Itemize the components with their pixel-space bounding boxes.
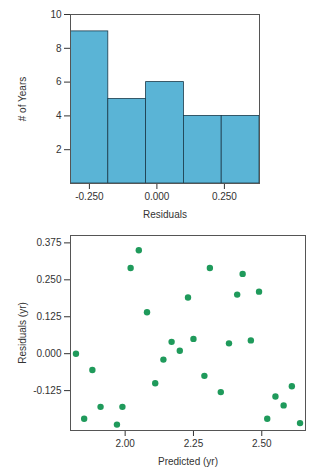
svg-text:# of Years: # of Years [17,77,28,121]
svg-text:0.125: 0.125 [36,311,61,322]
svg-text:0.000: 0.000 [36,348,61,359]
svg-text:0.375: 0.375 [36,237,61,248]
svg-text:-0.125: -0.125 [33,385,62,396]
svg-text:2: 2 [56,144,62,155]
svg-text:Predicted (yr): Predicted (yr) [158,456,218,467]
svg-text:6: 6 [56,76,62,87]
svg-text:8: 8 [56,43,62,54]
svg-text:2.00: 2.00 [115,438,135,449]
svg-text:-0.250: -0.250 [75,191,104,202]
svg-text:0.250: 0.250 [212,191,237,202]
svg-text:10: 10 [50,9,62,20]
svg-text:0.000: 0.000 [144,191,169,202]
svg-text:2.50: 2.50 [252,438,272,449]
svg-text:0.250: 0.250 [36,274,61,285]
svg-text:4: 4 [56,110,62,121]
svg-text:2.25: 2.25 [184,438,204,449]
svg-text:Residuals (yr): Residuals (yr) [17,302,28,364]
svg-text:Residuals: Residuals [143,209,187,220]
